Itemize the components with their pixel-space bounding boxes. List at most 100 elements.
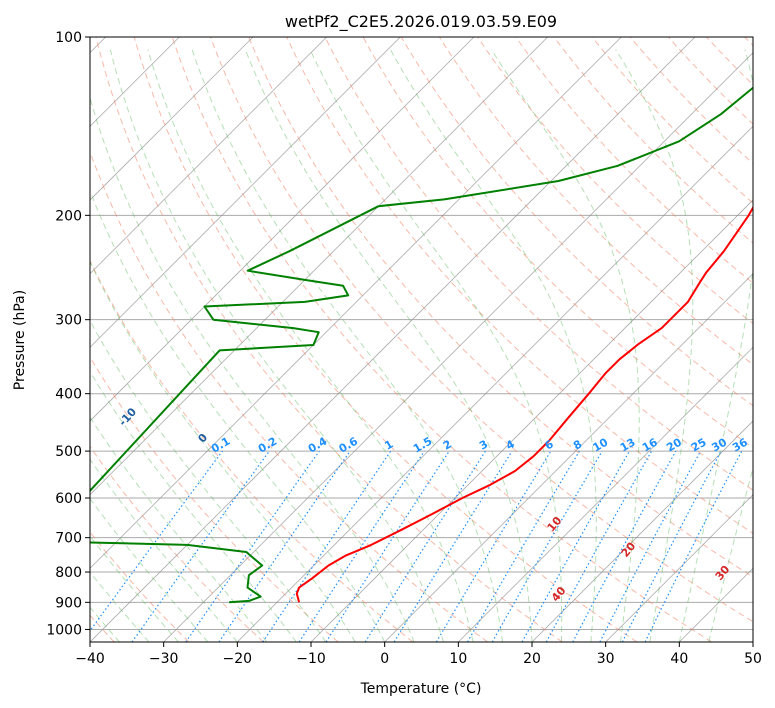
isotherm-line [752,641,753,642]
mixing-ratio-line [466,450,580,642]
dry-adiabat-line [90,356,339,642]
mixing-ratio-line [298,450,425,642]
moist-adiabat-label: 30 [713,563,733,583]
dry-adiabat-line [591,37,753,204]
mixing-ratio-lines [90,450,743,642]
mixing-ratio-label: 0.1 [209,435,232,456]
mixing-ratio-line [572,450,677,642]
x-tick-label: −20 [223,651,253,667]
isotherm-line [90,37,548,496]
x-tick-label: 20 [523,651,541,667]
isobar-gridlines [90,37,753,630]
dry-adiabat-line [706,37,753,86]
mixing-ratio-label: 0.4 [306,434,330,455]
isotherm-line [90,37,254,201]
isotherm-line [90,37,622,569]
mixing-ratio-line [364,450,486,642]
moist-adiabat-line [708,466,753,642]
dry-adiabat-line [553,37,753,244]
y-tick-label: 400 [55,387,82,403]
moist-adiabat-line [90,319,327,642]
mixing-ratio-label: 30 [709,435,729,454]
dry-adiabat-line [90,445,264,642]
mixing-ratio-line [218,450,351,642]
moist-adiabat-label: 40 [549,584,569,604]
moist-adiabat-line [615,49,694,642]
y-axis-ticks: 100 200 300 400 500 600 700 800 900 1000 [46,30,90,638]
mixing-ratio-line [325,450,450,642]
dry-adiabat-line [477,37,753,325]
isotherm-line [531,420,753,642]
chart-title: wetPf2_C2E5.2026.019.03.59.E09 [285,12,557,32]
isotherm-line [458,346,753,642]
mixing-ratio-label: 36 [730,435,750,454]
isotherm-line [90,37,401,348]
moist-adiabat-line [90,458,238,642]
dry-adiabat-line [629,37,753,165]
x-tick-label: 30 [597,651,615,667]
dry-adiabat-line [95,37,563,642]
isotherm-line [237,125,753,642]
reference-line-labels: 0.10.20.40.611.52346810131620253036-100-… [116,405,750,604]
dry-adiabat-line [515,37,753,284]
dry-adiabat-line [90,150,488,642]
dry-adiabat-line [400,37,753,407]
moist-adiabat-line [109,49,445,642]
x-tick-label: −30 [149,651,179,667]
x-tick-label: 0 [380,651,389,667]
moist-adiabat-label: 20 [619,539,639,559]
y-tick-label: 200 [55,208,82,224]
y-tick-label: 300 [55,313,82,329]
moist-adiabat-line [678,49,753,642]
dry-adiabat-line [90,531,190,642]
moist-adiabat-line [90,260,356,642]
x-tick-label: 10 [449,651,467,667]
dry-adiabat-line [324,37,753,491]
isotherm-line [90,37,327,275]
isotherm-line [163,52,753,642]
mixing-ratio-line [521,450,631,642]
isotherm-line [679,567,753,642]
x-tick-label: 40 [670,651,688,667]
moist-adiabat-line [147,49,474,642]
mixing-ratio-label: 16 [640,435,660,454]
x-tick-label: −10 [296,651,326,667]
dry-adiabat-line [744,37,753,47]
isotherm-line [90,37,475,422]
y-tick-label: 500 [55,444,82,460]
y-tick-label: 800 [55,565,82,581]
moist-adiabat-line [90,370,297,642]
plot-frame [89,36,754,643]
dry-adiabat-line [210,37,753,623]
mixing-ratio-line [90,450,223,632]
dry-adiabat-line [171,37,712,642]
dry-adiabat-line [133,37,638,642]
mixing-ratio-line [545,450,653,642]
moist-adiabat-line [90,96,415,642]
moist-adiabat-line [90,189,386,642]
moist-adiabat-line [389,49,597,642]
mixing-ratio-label: 1.5 [411,435,434,456]
mixing-ratio-line [262,450,392,642]
x-axis-title: Temperature (°C) [360,681,482,697]
y-tick-label: 700 [55,531,82,547]
mixing-ratio-label: 25 [689,436,709,455]
moist-adiabat-line [309,49,563,642]
mixing-ratio-line [435,450,552,642]
dry-adiabat-label: -10 [116,405,139,429]
dry-adiabats [90,37,753,642]
moist-adiabats [90,49,753,642]
y-tick-label: 600 [55,491,82,507]
dry-adiabat-line [248,37,753,578]
x-tick-label: −40 [75,651,105,667]
mixing-ratio-label: 0.6 [337,434,361,455]
moist-adiabat-line [191,49,503,642]
y-tick-label: 100 [55,30,82,46]
mixing-ratio-line [185,450,320,642]
x-axis-ticks: −40 −30 −20 −10 0 10 20 30 40 50 [75,642,762,667]
moist-adiabat-line [90,497,209,642]
isotherm-line [384,273,753,642]
x-tick-label: 50 [744,651,762,667]
isotherm-gridlines [90,37,753,642]
